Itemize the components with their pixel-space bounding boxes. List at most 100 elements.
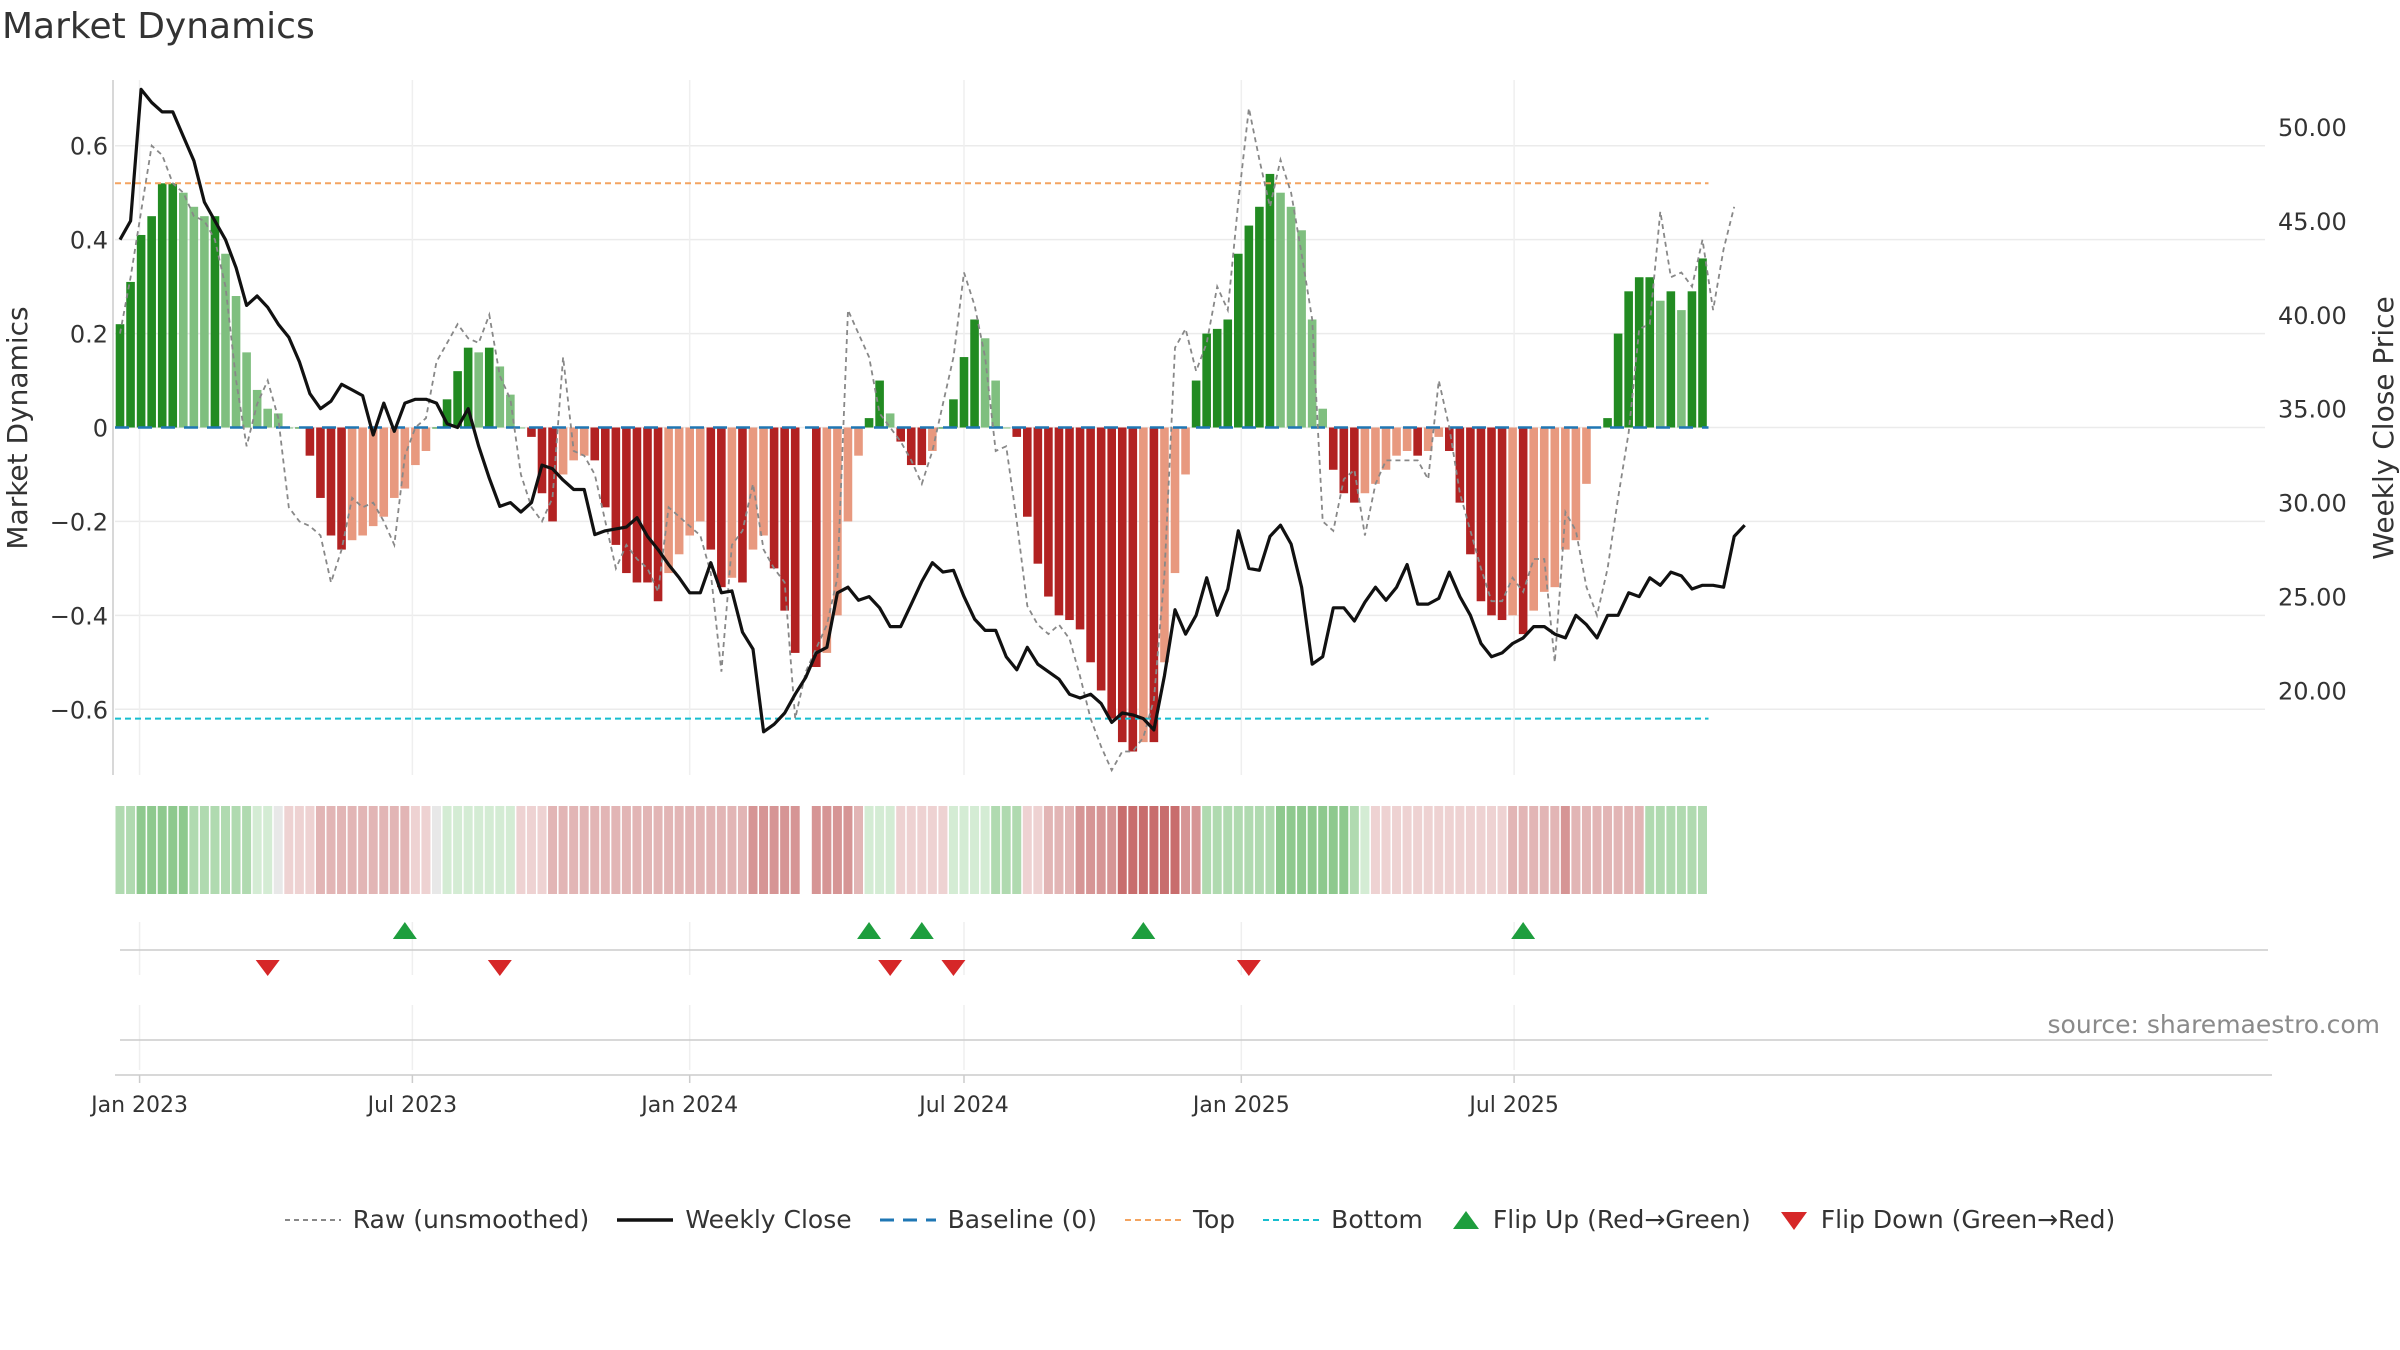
x-tick-label: Jan 2024: [639, 1093, 738, 1118]
heat-cell: [948, 806, 958, 894]
momentum-bar: [674, 427, 684, 555]
momentum-bar: [875, 380, 884, 428]
momentum-bar: [632, 427, 642, 583]
momentum-bar: [1360, 427, 1370, 494]
heat-cell: [1497, 806, 1507, 894]
momentum-bar: [210, 216, 220, 428]
legend-item-baseline: Baseline (0): [879, 1205, 1097, 1234]
momentum-bar: [1624, 291, 1633, 428]
flip-up-marker: [857, 922, 882, 939]
momentum-bar: [1181, 427, 1190, 475]
momentum-bar: [1328, 427, 1338, 470]
y-tick-label: −0.6: [50, 696, 108, 724]
momentum-bar: [273, 413, 283, 428]
momentum-bar: [537, 427, 547, 494]
y2-tick-label: 30.00: [2278, 490, 2347, 518]
momentum-bar: [1476, 427, 1486, 602]
momentum-bar: [1139, 427, 1148, 743]
heat-cell: [442, 806, 452, 894]
momentum-bar: [1423, 427, 1433, 451]
momentum-bar: [1044, 427, 1053, 597]
y-tick-label: −0.4: [50, 602, 108, 630]
heat-cell: [189, 806, 199, 894]
heat-cell: [896, 806, 906, 894]
flip-up-marker: [1131, 922, 1156, 939]
heat-cell: [737, 806, 747, 894]
legend-label-close: Weekly Close: [685, 1205, 852, 1234]
heat-cell: [263, 806, 273, 894]
momentum-bar: [906, 427, 916, 466]
heat-cell: [621, 806, 631, 894]
heat-cell: [885, 806, 895, 894]
heat-cell: [1518, 806, 1528, 894]
heat-cell: [1012, 806, 1022, 894]
momentum-bar: [1518, 427, 1528, 635]
momentum-bar: [242, 352, 251, 428]
heat-cell: [780, 806, 790, 894]
heat-cell: [1117, 806, 1127, 894]
momentum-bar: [463, 347, 473, 428]
momentum-bar: [1445, 427, 1454, 451]
heat-cell: [505, 806, 515, 894]
momentum-bar: [1339, 427, 1349, 494]
flip-down-marker: [1236, 960, 1261, 976]
heat-cell: [1244, 806, 1254, 894]
heat-cell: [421, 806, 431, 894]
momentum-bar: [1434, 427, 1444, 437]
heat-cell: [1033, 806, 1043, 894]
momentum-bar: [1033, 427, 1043, 564]
heat-cell: [168, 806, 178, 894]
x-axis: Jan 2023 Jul 2023 Jan 2024 Jul 2024 Jan 2025…: [89, 1074, 2272, 1118]
heat-cell: [432, 806, 441, 894]
heat-cell: [611, 806, 621, 894]
price-lines: [118, 87, 1746, 773]
momentum-bar: [1170, 427, 1180, 574]
momentum-bar: [326, 427, 336, 536]
heat-cell: [790, 806, 800, 894]
heat-cell: [1423, 806, 1433, 894]
heat-cell: [1487, 806, 1496, 894]
raw-series-line: [119, 108, 1736, 773]
heat-cell: [474, 806, 484, 894]
momentum-bar: [717, 427, 726, 588]
heat-cell: [1392, 806, 1402, 894]
momentum-bar: [1265, 173, 1275, 428]
y2-tick-label: 50.00: [2278, 114, 2347, 142]
legend-swatch-raw: [284, 1218, 341, 1221]
momentum-bar: [1634, 277, 1644, 428]
heat-cell: [389, 806, 399, 894]
legend-item-flip-up: Flip Up (Red→Green): [1451, 1205, 1751, 1234]
heat-cell: [1529, 806, 1539, 894]
heat-cell: [1265, 806, 1275, 894]
momentum-bar: [643, 427, 652, 583]
momentum-bar: [1149, 427, 1159, 743]
heat-cell: [1107, 806, 1117, 894]
momentum-bar: [1487, 427, 1496, 616]
flip-up-marker: [909, 922, 934, 939]
heat-cell: [1402, 806, 1412, 894]
heat-cell: [1075, 806, 1085, 894]
momentum-bar: [168, 183, 178, 428]
heat-cell: [569, 806, 579, 894]
heat-cell: [221, 806, 230, 894]
heat-cell: [157, 806, 167, 894]
momentum-bar: [1645, 277, 1655, 428]
heat-cell: [832, 806, 842, 894]
heat-cell: [917, 806, 927, 894]
heat-cell: [231, 806, 241, 894]
legend-label-flip-up: Flip Up (Red→Green): [1492, 1205, 1751, 1234]
heat-cell: [632, 806, 642, 894]
momentum-bar: [1413, 427, 1422, 456]
momentum-bar: [579, 427, 589, 456]
heat-cell: [1202, 806, 1212, 894]
heat-cell: [305, 806, 315, 894]
legend-item-close: Weekly Close: [617, 1205, 852, 1234]
momentum-bar: [1307, 319, 1317, 428]
momentum-bar: [1107, 427, 1116, 719]
heat-cell: [1191, 806, 1201, 894]
flip-down-marker: [255, 960, 280, 976]
momentum-bar: [949, 399, 958, 428]
momentum-bar: [738, 427, 747, 583]
heat-cell: [1539, 806, 1549, 894]
heat-cell: [1444, 806, 1454, 894]
